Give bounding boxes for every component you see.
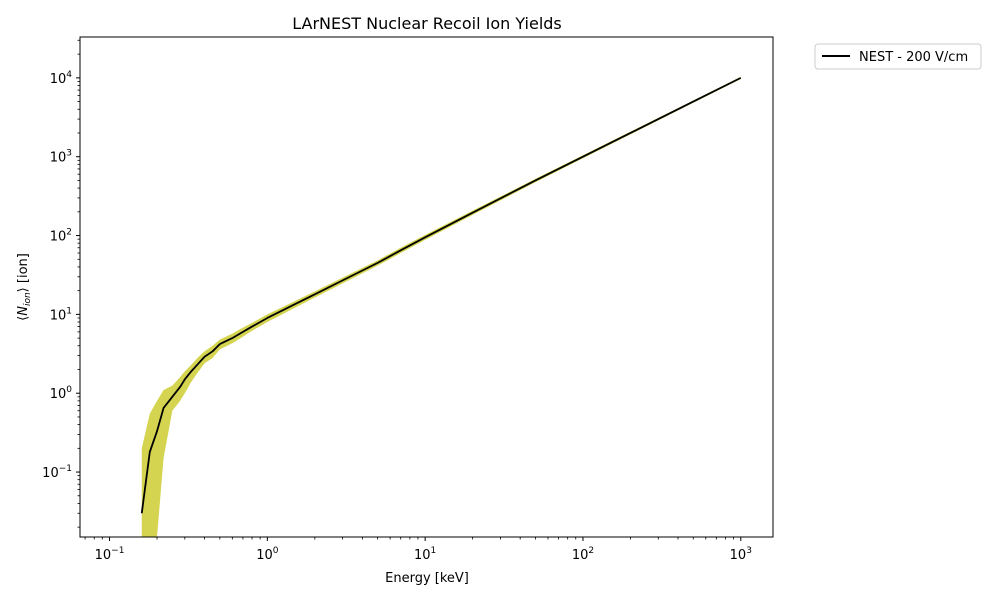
legend-box bbox=[814, 43, 982, 70]
y-tick-label: 10−1 bbox=[42, 464, 72, 481]
y-tick-label: 103 bbox=[50, 149, 72, 166]
legend-label: NEST - 200 V/cm bbox=[859, 50, 968, 65]
chart-title: LArNEST Nuclear Recoil Ion Yields bbox=[292, 14, 562, 33]
legend: NEST - 200 V/cm bbox=[814, 43, 982, 70]
y-tick-label: 102 bbox=[50, 228, 72, 245]
y-axis-title: ⟨Nion⟩ [ion] bbox=[16, 253, 33, 321]
uncertainty-band bbox=[141, 76, 741, 538]
x-tick-label: 100 bbox=[256, 546, 279, 563]
y-tick-label: 100 bbox=[50, 385, 73, 402]
x-tick-label: 102 bbox=[572, 546, 594, 563]
y-tick-label: 104 bbox=[50, 70, 73, 87]
x-tick-label: 10−1 bbox=[95, 546, 125, 563]
series-line-0 bbox=[140, 77, 742, 514]
y-tick-label: 101 bbox=[50, 306, 72, 323]
y-axis: 10−1 100 101 102 103 104 bbox=[42, 39, 80, 528]
x-axis: 10−1 100 101 102 103 bbox=[84, 537, 752, 563]
x-tick-label: 103 bbox=[730, 546, 752, 563]
x-axis-title: Energy [keV] bbox=[385, 571, 469, 586]
x-tick-label: 101 bbox=[414, 546, 436, 563]
plot-frame bbox=[79, 36, 774, 538]
plot-area bbox=[140, 76, 742, 538]
